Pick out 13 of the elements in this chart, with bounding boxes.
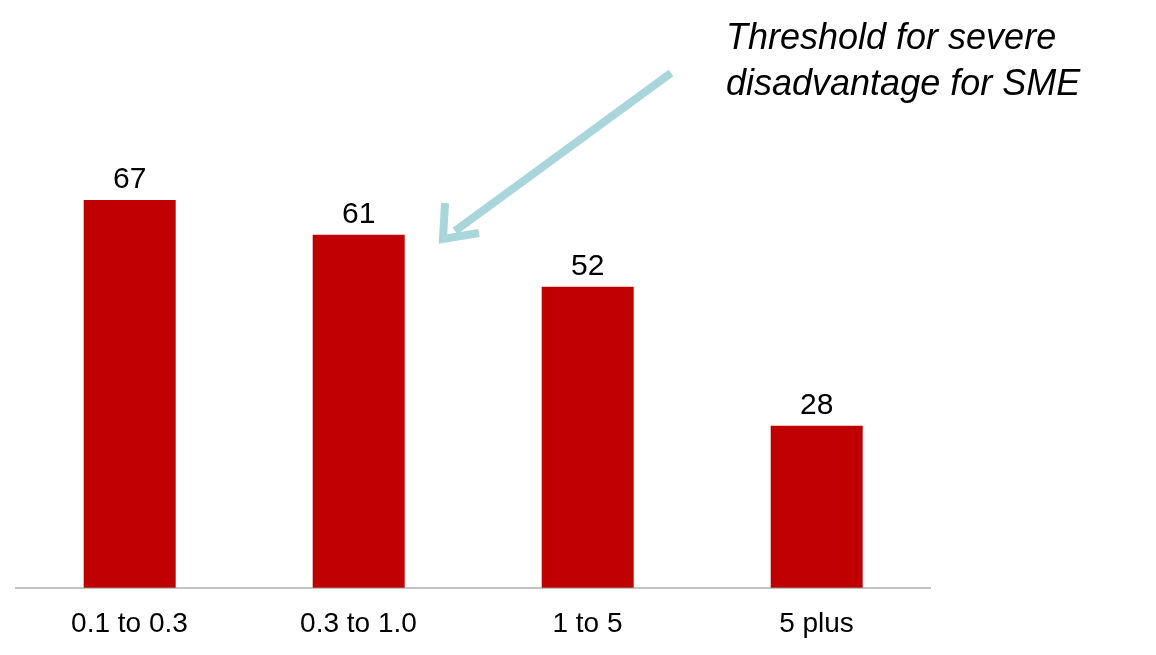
x-tick-label: 0.3 to 1.0	[300, 606, 417, 638]
bar	[83, 200, 176, 588]
x-tick-label: 0.1 to 0.3	[71, 606, 188, 638]
x-tick-label: 1 to 5	[552, 606, 623, 638]
bar	[770, 425, 863, 588]
x-tick-label: 5 plus	[779, 606, 854, 638]
data-label: 67	[113, 161, 147, 194]
bar	[541, 286, 634, 588]
data-label: 52	[571, 247, 605, 281]
data-label: 28	[800, 386, 834, 420]
text: Threshold for severe disadvantage for SME	[726, 15, 1082, 105]
data-label: 61	[342, 195, 376, 229]
bar	[312, 234, 405, 588]
